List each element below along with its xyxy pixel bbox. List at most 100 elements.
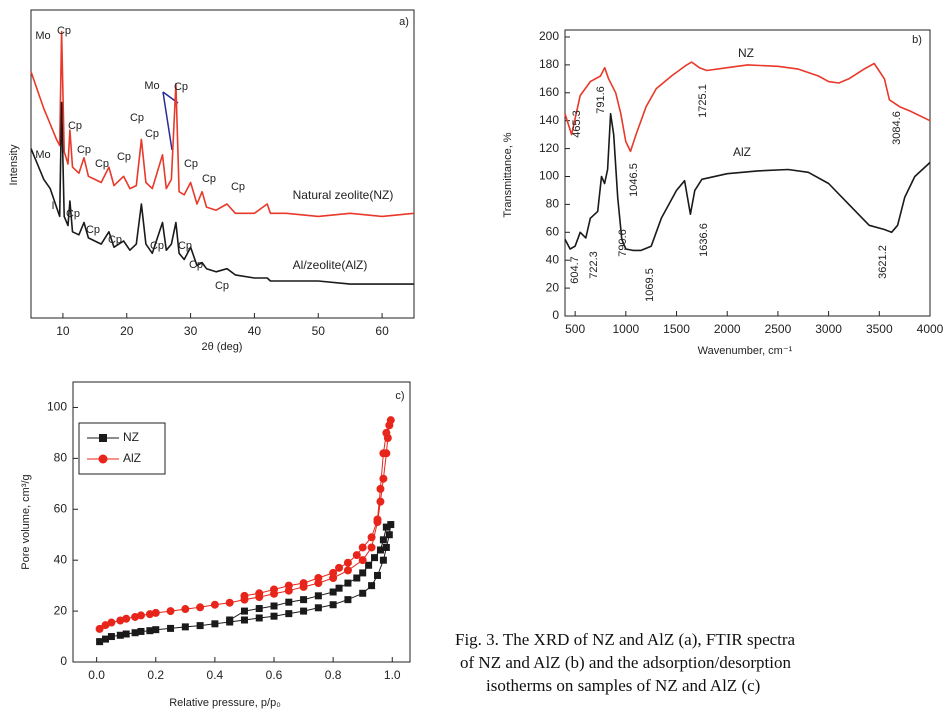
data-point bbox=[240, 607, 248, 615]
annotation: Cp bbox=[68, 120, 82, 132]
y-tick-label: 0 bbox=[552, 308, 559, 322]
data-point bbox=[240, 616, 248, 624]
x-tick-label: 30 bbox=[184, 324, 198, 338]
data-point bbox=[382, 523, 390, 531]
data-point bbox=[255, 589, 264, 598]
data-point bbox=[387, 521, 395, 529]
series-label: Al/zeolite(AlZ) bbox=[293, 258, 368, 272]
data-point bbox=[371, 554, 379, 562]
annotation: Cp bbox=[77, 144, 91, 156]
x-tick-label: 0.0 bbox=[88, 668, 105, 682]
legend-marker bbox=[98, 454, 108, 464]
y-tick-label: 40 bbox=[54, 552, 68, 566]
y-tick-label: 140 bbox=[539, 113, 559, 127]
y-tick-label: 40 bbox=[546, 252, 560, 266]
y-tick-label: 80 bbox=[54, 451, 68, 465]
data-point bbox=[379, 449, 388, 458]
data-point bbox=[335, 584, 343, 592]
arrow bbox=[162, 91, 173, 151]
x-tick-label: 0.6 bbox=[266, 668, 283, 682]
data-point bbox=[152, 626, 160, 634]
series-line bbox=[30, 30, 415, 218]
y-tick-label: 60 bbox=[54, 501, 68, 515]
x-tick-label: 10 bbox=[56, 324, 70, 338]
caption-line: of NZ and AlZ (b) and the adsorption/des… bbox=[460, 653, 791, 672]
x-tick-label: 50 bbox=[312, 324, 326, 338]
data-point bbox=[107, 618, 116, 627]
data-point bbox=[385, 531, 393, 539]
data-point bbox=[196, 603, 205, 612]
x-tick-label: 20 bbox=[120, 324, 134, 338]
y-tick-label: 0 bbox=[60, 654, 67, 668]
data-point bbox=[382, 428, 391, 437]
data-point bbox=[367, 543, 376, 552]
data-point bbox=[386, 416, 395, 425]
legend-label: NZ bbox=[123, 430, 139, 444]
legend-box bbox=[78, 422, 166, 475]
data-point bbox=[314, 604, 322, 612]
data-point bbox=[116, 631, 124, 639]
y-tick-label: 20 bbox=[54, 603, 68, 617]
annotation: b) bbox=[912, 34, 922, 46]
annotation: I bbox=[51, 200, 54, 212]
data-point bbox=[376, 546, 384, 554]
data-point bbox=[122, 630, 130, 638]
annotation: Cp bbox=[184, 158, 198, 170]
x-tick-label: 500 bbox=[565, 322, 585, 336]
data-point bbox=[343, 558, 352, 567]
annotation: 465.3 bbox=[571, 110, 583, 138]
data-point bbox=[136, 611, 145, 620]
annotation: a) bbox=[399, 16, 409, 28]
legend-label: AlZ bbox=[123, 451, 141, 465]
data-point bbox=[358, 543, 367, 552]
annotation: 1725.1 bbox=[697, 84, 709, 118]
annotation: Cp bbox=[178, 240, 192, 252]
x-tick-label: 4000 bbox=[917, 322, 944, 336]
data-point bbox=[196, 622, 204, 630]
data-point bbox=[211, 620, 219, 628]
data-point bbox=[96, 638, 104, 646]
annotation: 3621.2 bbox=[877, 245, 889, 279]
data-point bbox=[270, 585, 279, 594]
annotation: Cp bbox=[57, 25, 71, 37]
data-point bbox=[300, 607, 308, 615]
data-point bbox=[181, 623, 189, 631]
y-tick-label: 60 bbox=[546, 224, 560, 238]
plot-frame bbox=[72, 381, 411, 663]
series-label: AlZ bbox=[733, 145, 751, 159]
annotation: Cp bbox=[145, 128, 159, 140]
data-point bbox=[95, 624, 104, 633]
data-point bbox=[107, 633, 115, 641]
x-tick-label: 0.2 bbox=[147, 668, 164, 682]
data-point bbox=[382, 543, 390, 551]
y-tick-label: 20 bbox=[546, 280, 560, 294]
legend-marker bbox=[99, 434, 107, 442]
data-point bbox=[270, 602, 278, 610]
annotation: c) bbox=[395, 390, 404, 402]
annotation: Cp bbox=[130, 112, 144, 124]
data-point bbox=[335, 563, 344, 572]
annotation: 791.6 bbox=[595, 86, 607, 114]
data-point bbox=[210, 600, 219, 609]
series-line bbox=[564, 112, 931, 252]
annotation: Cp bbox=[117, 151, 131, 163]
data-point bbox=[367, 533, 376, 542]
x-tick-label: 3500 bbox=[866, 322, 893, 336]
series-label: Natural zeolite(NZ) bbox=[293, 188, 394, 202]
annotation: 3084.6 bbox=[891, 111, 903, 145]
data-point bbox=[368, 582, 376, 590]
data-point bbox=[379, 556, 387, 564]
data-point bbox=[353, 574, 361, 582]
y-tick-label: 160 bbox=[539, 85, 559, 99]
data-point bbox=[146, 627, 154, 635]
x-axis-label: Wavenumber, cm⁻¹ bbox=[698, 345, 793, 357]
annotation: 1046.5 bbox=[628, 163, 640, 197]
data-point bbox=[343, 566, 352, 575]
x-axis-label: Relative pressure, p/p₀ bbox=[169, 697, 281, 709]
data-point bbox=[166, 607, 175, 616]
x-tick-label: 0.8 bbox=[325, 668, 342, 682]
annotation: Cp bbox=[95, 158, 109, 170]
data-point bbox=[240, 591, 249, 600]
caption-line: isotherms on samples of NZ and AlZ (c) bbox=[486, 676, 760, 695]
y-tick-label: 120 bbox=[539, 141, 559, 155]
